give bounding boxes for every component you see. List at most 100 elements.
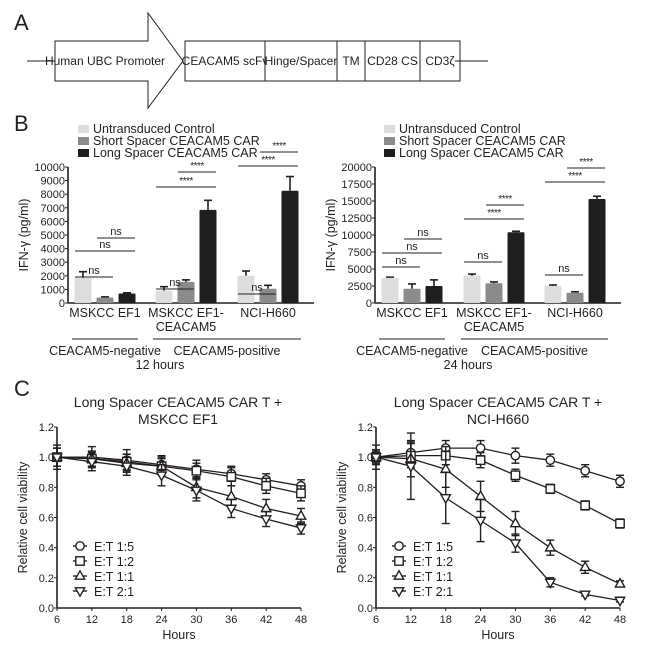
- legend-label: Untransduced Control: [399, 122, 521, 136]
- y-axis-title: IFN-γ (pg/ml): [324, 199, 338, 272]
- series-line: [57, 456, 302, 487]
- marker-triangle-down: [295, 524, 307, 535]
- panel-letter-b: B: [14, 111, 29, 136]
- y-tick-label: 20000: [341, 162, 372, 174]
- legend-label: E:T 1:1: [413, 570, 453, 584]
- legend-swatch: [384, 125, 395, 133]
- marker-square: [261, 480, 272, 491]
- marker-triangle-up: [474, 489, 487, 501]
- significance-label: ****: [190, 161, 204, 172]
- group-label: CEACAM5-negative: [49, 344, 161, 358]
- chart-subtitle: 12 hours: [136, 358, 185, 372]
- x-tick-label: 6: [373, 614, 379, 626]
- y-tick-label: 0.6: [39, 513, 54, 525]
- y-tick-label: 2500: [348, 281, 372, 293]
- segment-label: TM: [342, 54, 359, 68]
- y-tick-label: 7000: [41, 203, 65, 215]
- y-tick-label: 15000: [341, 196, 372, 208]
- marker-triangle-down: [370, 453, 382, 464]
- y-axis-title: IFN-γ (pg/ml): [17, 199, 31, 272]
- marker-triangle-down: [614, 596, 626, 608]
- y-tick-label: 0.4: [39, 543, 54, 555]
- significance-label: ns: [169, 277, 181, 289]
- y-tick-label: 10000: [341, 230, 372, 242]
- bar: [566, 292, 584, 303]
- marker-circle: [394, 541, 404, 551]
- marker-triangle-down: [120, 462, 133, 473]
- y-tick-label: 8000: [41, 189, 65, 201]
- series-line: [375, 456, 621, 585]
- significance-label: ns: [99, 239, 111, 251]
- y-tick-label: 17500: [341, 179, 372, 191]
- line-chart-h660: Long Spacer CEACAM5 CAR T +NCI-H660 0.0 0.…: [335, 394, 626, 642]
- marker-triangle-down: [74, 587, 86, 598]
- x-tick-label: 12: [86, 614, 98, 626]
- segment-box-0: [184, 40, 266, 82]
- significance-label: ****: [179, 176, 193, 187]
- marker-square: [615, 518, 625, 529]
- marker-triangle-down: [579, 590, 592, 602]
- x-tick-label: 18: [121, 614, 133, 626]
- marker-triangle-down: [404, 462, 417, 473]
- significance-label: ns: [395, 255, 407, 267]
- segment-box-3: [364, 40, 421, 82]
- series-line: [375, 455, 621, 525]
- legend-label: E:T 2:1: [94, 585, 134, 599]
- x-axis-title: Hours: [481, 628, 514, 642]
- panel-letter-c: C: [14, 376, 30, 401]
- series-line: [375, 447, 621, 482]
- y-tick-label: 1.2: [358, 422, 373, 434]
- category-label: MSKCC EF1: [69, 306, 141, 320]
- marker-square: [580, 500, 591, 511]
- marker-circle: [475, 443, 486, 454]
- y-axis-title: Relative cell viability: [335, 461, 349, 574]
- x-tick-label: 18: [440, 614, 452, 626]
- y-tick-label: 1.0: [358, 452, 373, 464]
- marker-square: [545, 483, 556, 494]
- legend-label: E:T 1:1: [94, 570, 134, 584]
- segment-label: CEACAM5 scFv: [182, 54, 269, 68]
- segment-label: CD3ζ: [425, 54, 455, 68]
- significance-label: ns: [251, 282, 263, 294]
- legend-label: Long Spacer CEACAM5 CAR: [399, 146, 564, 160]
- y-tick-label: 0.8: [39, 482, 54, 494]
- marker-triangle-up: [579, 560, 592, 572]
- segment-label: CD28 CS: [367, 54, 418, 68]
- series-line: [56, 456, 302, 529]
- bar-chart-24h: 0 2500 5000 7500 10000 12500 15000 17500 20000 IF…: [324, 122, 621, 372]
- group-label: CEACAM5-negative: [356, 344, 468, 358]
- y-tick-label: 6000: [41, 216, 65, 228]
- segment-box-1: [264, 40, 338, 82]
- legend-swatch: [384, 137, 395, 145]
- significance-label: ns: [88, 265, 100, 277]
- series-line: [56, 456, 302, 517]
- legend-label: Short Spacer CEACAM5 CAR: [93, 134, 260, 148]
- marker-triangle-up: [295, 509, 307, 520]
- y-tick-label: 0.0: [358, 603, 373, 615]
- legend-label: E:T 1:5: [94, 540, 134, 554]
- category-label: CEACAM5: [464, 320, 524, 334]
- marker-triangle-down: [190, 486, 203, 497]
- bar: [199, 209, 217, 303]
- panel-a: A Human UBC Promoter CEACAM5 scFvHinge/S…: [14, 10, 488, 110]
- chart-subtitle: 24 hours: [444, 358, 493, 372]
- legend-label: E:T 2:1: [413, 585, 453, 599]
- bar: [237, 275, 255, 303]
- significance-label: ns: [477, 250, 489, 262]
- bar: [403, 288, 421, 303]
- bar: [96, 297, 114, 303]
- significance-label: ****: [272, 141, 286, 152]
- y-tick-label: 0: [59, 298, 65, 310]
- marker-triangle-down: [51, 453, 63, 464]
- marker-triangle-down: [474, 516, 487, 528]
- bar: [177, 281, 195, 303]
- marker-triangle-down: [260, 515, 273, 526]
- y-tick-label: 0.8: [358, 482, 373, 494]
- promoter-label: Human UBC Promoter: [45, 54, 165, 68]
- chart-title: Long Spacer CEACAM5 CAR T +: [394, 394, 602, 410]
- category-label: NCI-H660: [240, 306, 296, 320]
- y-axis-title: Relative cell viability: [16, 461, 30, 574]
- marker-circle: [545, 455, 556, 466]
- x-tick-label: 24: [155, 614, 167, 626]
